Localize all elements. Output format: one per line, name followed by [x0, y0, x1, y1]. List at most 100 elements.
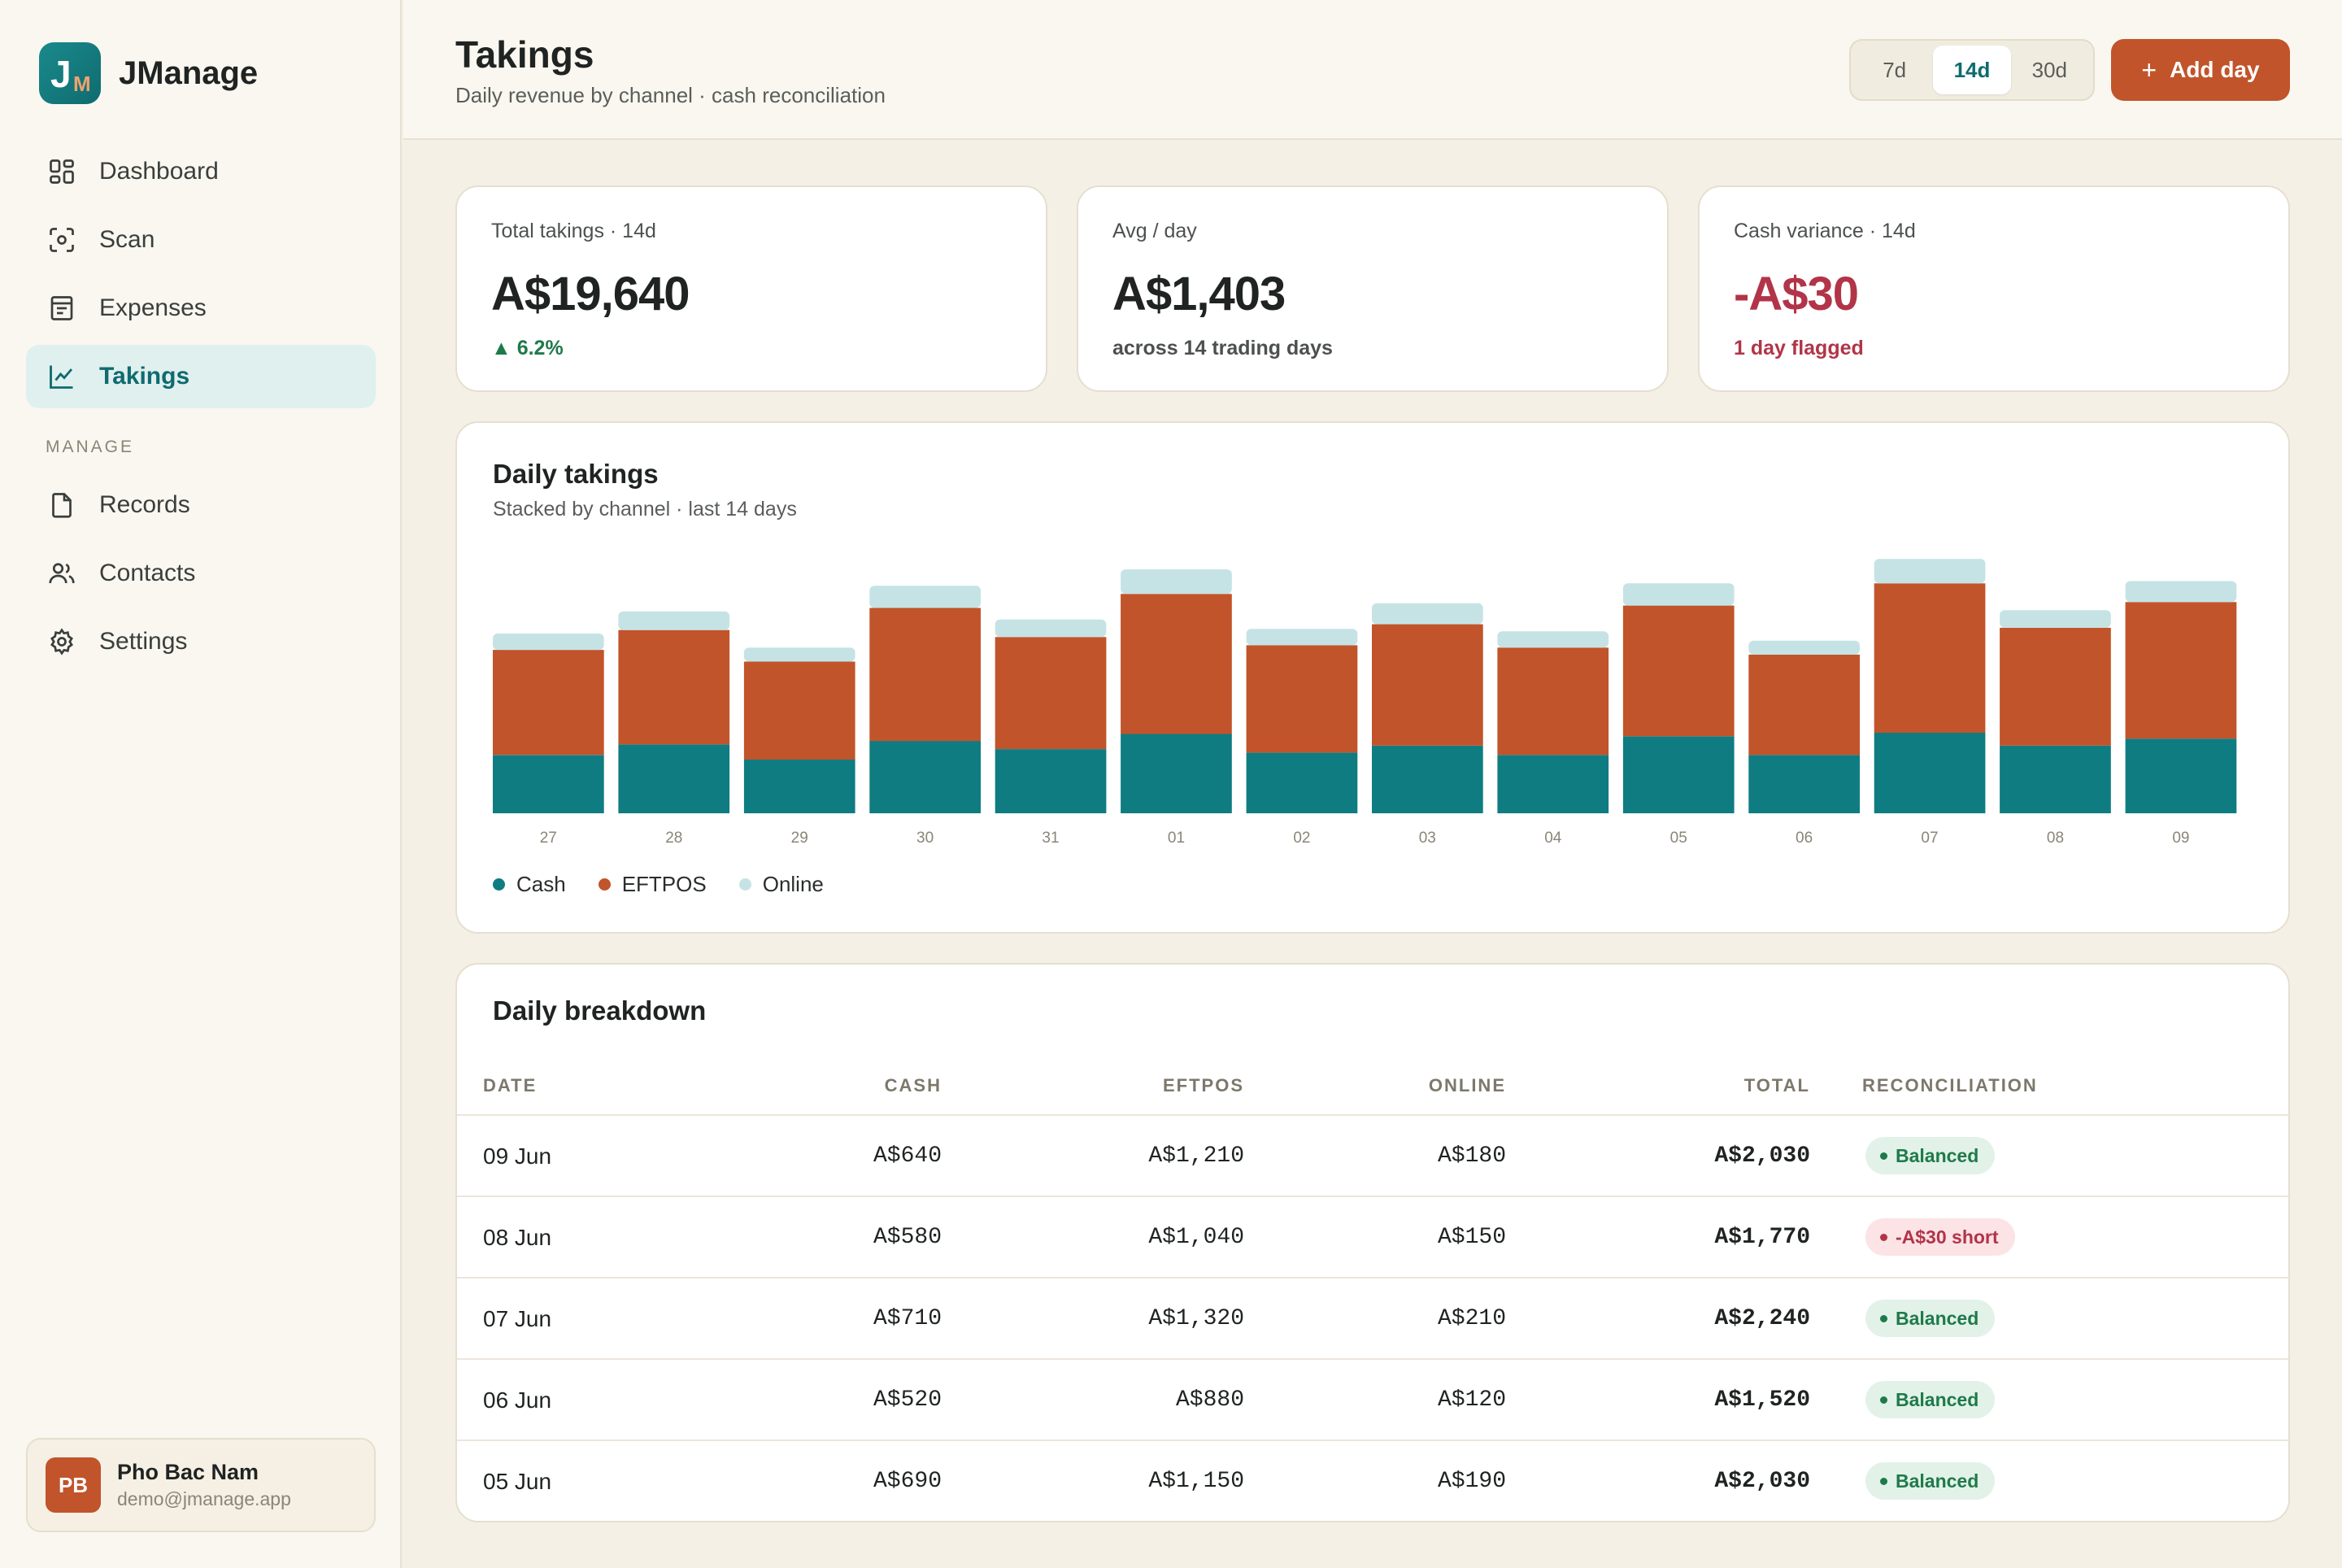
- column-header-online: ONLINE: [1428, 1075, 1506, 1095]
- bar-cash-01[interactable]: [1121, 734, 1232, 813]
- bar-eftpos-07[interactable]: [1874, 583, 1986, 733]
- add-day-button[interactable]: + Add day: [2111, 39, 2290, 101]
- sidebar-item-settings[interactable]: Settings: [26, 610, 376, 673]
- bar-eftpos-08[interactable]: [2000, 627, 2111, 746]
- sidebar-item-contacts[interactable]: Contacts: [26, 542, 376, 605]
- bar-cash-28[interactable]: [618, 744, 730, 813]
- bar-eftpos-05[interactable]: [1622, 605, 1735, 737]
- stacked-bar-chart: 27 28 29 30 31 01 02 03 04 05 06 07 08 09: [493, 559, 2237, 847]
- bar-online-28[interactable]: [618, 611, 730, 630]
- cell-eftpos: A$1,150: [1148, 1469, 1244, 1494]
- bar-online-07[interactable]: [1874, 559, 1986, 584]
- table-row[interactable]: 09 Jun A$640 A$1,210 A$180 A$2,030 Balanced: [457, 1114, 2288, 1196]
- bar-cash-08[interactable]: [2000, 745, 2111, 813]
- x-tick-label: 29: [791, 830, 808, 847]
- sidebar-item-label: Contacts: [99, 560, 196, 586]
- stat-value: A$19,640: [491, 268, 690, 320]
- bar-cash-29[interactable]: [743, 760, 855, 813]
- table-title: Daily breakdown: [493, 995, 707, 1026]
- bar-cash-07[interactable]: [1874, 733, 1986, 813]
- bar-online-27[interactable]: [493, 634, 604, 651]
- x-tick-label: 30: [916, 830, 934, 847]
- legend-dot: [598, 878, 611, 891]
- bar-online-02[interactable]: [1246, 629, 1358, 646]
- bar-cash-02[interactable]: [1246, 752, 1358, 813]
- user-email: demo@jmanage.app: [117, 1488, 291, 1509]
- column-header-eftpos: EFTPOS: [1162, 1075, 1244, 1095]
- cell-date: 09 Jun: [483, 1143, 552, 1169]
- range-selector: 7d 14d 30d: [1849, 39, 2095, 101]
- sidebar-item-records[interactable]: Records: [26, 473, 376, 537]
- bar-cash-06[interactable]: [1748, 755, 1860, 813]
- bar-online-31[interactable]: [995, 619, 1107, 638]
- status-dot-icon: [1880, 1152, 1887, 1160]
- status-label: -A$30 short: [1896, 1226, 1999, 1248]
- status-dot-icon: [1880, 1233, 1887, 1241]
- bar-cash-31[interactable]: [995, 749, 1107, 813]
- bar-online-01[interactable]: [1121, 569, 1232, 595]
- sidebar-item-expenses[interactable]: Expenses: [26, 277, 376, 340]
- bar-online-08[interactable]: [2000, 610, 2111, 628]
- bar-online-06[interactable]: [1748, 640, 1860, 655]
- legend-item-online[interactable]: Online: [738, 872, 824, 897]
- x-tick-label: 09: [2172, 830, 2189, 847]
- bar-cash-30[interactable]: [869, 741, 981, 813]
- bar-eftpos-06[interactable]: [1748, 654, 1860, 756]
- bar-cash-05[interactable]: [1622, 736, 1735, 813]
- cell-online: A$190: [1437, 1469, 1506, 1494]
- bar-online-29[interactable]: [743, 647, 855, 662]
- sidebar-item-scan[interactable]: Scan: [26, 208, 376, 272]
- users-icon: [47, 559, 76, 588]
- bar-cash-09[interactable]: [2125, 738, 2237, 813]
- table-row[interactable]: 06 Jun A$520 A$880 A$120 A$1,520 Balanced: [457, 1358, 2288, 1440]
- cell-online: A$210: [1437, 1306, 1506, 1331]
- table-row[interactable]: 07 Jun A$710 A$1,320 A$210 A$2,240 Balanced: [457, 1277, 2288, 1358]
- bar-eftpos-30[interactable]: [869, 608, 981, 742]
- chart-legend: Cash EFTPOS Online: [493, 872, 856, 897]
- status-badge: Balanced: [1865, 1462, 1996, 1500]
- cell-date: 06 Jun: [483, 1387, 552, 1413]
- range-7d-button[interactable]: 7d: [1883, 57, 1907, 82]
- stat-value: A$1,403: [1112, 268, 1286, 320]
- sidebar-item-takings[interactable]: Takings: [26, 345, 376, 408]
- cell-cash: A$520: [873, 1387, 942, 1413]
- bar-eftpos-04[interactable]: [1497, 647, 1609, 756]
- bar-eftpos-09[interactable]: [2125, 602, 2237, 739]
- range-14d-button[interactable]: 14d: [1933, 46, 2011, 94]
- legend-item-eftpos[interactable]: EFTPOS: [598, 872, 707, 897]
- x-tick-label: 05: [1670, 830, 1687, 847]
- bar-eftpos-02[interactable]: [1246, 645, 1358, 753]
- bar-cash-27[interactable]: [493, 755, 604, 813]
- sidebar-item-dashboard[interactable]: Dashboard: [26, 140, 376, 203]
- bar-eftpos-03[interactable]: [1372, 624, 1483, 746]
- bar-eftpos-28[interactable]: [618, 629, 730, 745]
- cell-total: A$2,030: [1714, 1143, 1810, 1169]
- bar-online-30[interactable]: [869, 586, 981, 608]
- bar-cash-04[interactable]: [1497, 755, 1609, 813]
- cell-eftpos: A$1,210: [1148, 1143, 1244, 1169]
- bar-eftpos-31[interactable]: [995, 637, 1107, 749]
- stat-note: across 14 trading days: [1112, 337, 1333, 359]
- x-tick-label: 31: [1042, 830, 1059, 847]
- bar-online-04[interactable]: [1497, 631, 1609, 648]
- bar-cash-03[interactable]: [1372, 745, 1483, 813]
- legend-item-cash[interactable]: Cash: [493, 872, 566, 897]
- bar-eftpos-29[interactable]: [743, 661, 855, 760]
- stat-card-average: Avg / day A$1,403 across 14 trading days: [1077, 185, 1669, 392]
- chart-card: Daily takings Stacked by channel · last …: [455, 421, 2290, 934]
- range-30d-button[interactable]: 30d: [2031, 57, 2068, 82]
- bar-online-09[interactable]: [2125, 581, 2237, 603]
- sidebar-item-label: Scan: [99, 226, 155, 253]
- x-tick-label: 06: [1796, 830, 1813, 847]
- bar-online-05[interactable]: [1622, 583, 1735, 606]
- table-row[interactable]: 05 Jun A$690 A$1,150 A$190 A$2,030 Balanced: [457, 1440, 2288, 1521]
- table-row[interactable]: 08 Jun A$580 A$1,040 A$150 A$1,770 -A$30 shor…: [457, 1196, 2288, 1277]
- bar-eftpos-01[interactable]: [1121, 594, 1232, 734]
- user-card[interactable]: PB Pho Bac Nam demo@jmanage.app: [26, 1438, 376, 1532]
- bar-eftpos-27[interactable]: [493, 650, 604, 756]
- cell-date: 05 Jun: [483, 1469, 552, 1494]
- document-icon: [47, 490, 76, 520]
- bar-online-03[interactable]: [1372, 603, 1483, 625]
- stat-trend: ▲ 6.2%: [491, 337, 564, 359]
